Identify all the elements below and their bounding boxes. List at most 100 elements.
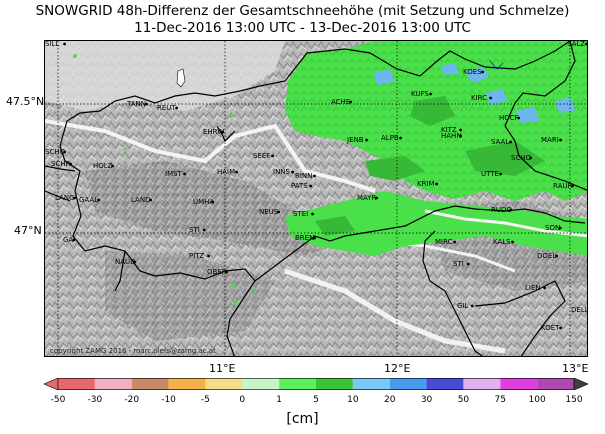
snow-difference-map: KOES KUFS KIRC HOCF ACHE ALPB JENB KITZ HAHN SAAL…	[44, 40, 588, 357]
city-dot	[489, 96, 492, 100]
colorbar-tick-label: 20	[383, 395, 396, 405]
city-label: KITZ	[441, 126, 457, 134]
city-dot	[73, 196, 76, 200]
city-dot	[313, 236, 316, 240]
city-label: MIRC	[435, 238, 453, 246]
city-dot	[69, 162, 72, 166]
city-label: KOET	[541, 324, 560, 332]
lon-label-13: 13°E	[562, 362, 589, 375]
city-dot	[470, 304, 474, 308]
colorbar-tick-label: 10	[347, 395, 359, 405]
colorbar-segment	[500, 378, 538, 390]
city-label: OBER	[207, 268, 227, 276]
city-dot	[277, 210, 280, 214]
city-label: MARI	[541, 136, 559, 144]
city-dot	[435, 182, 438, 186]
snow-increase-area-south	[285, 191, 587, 256]
city-dot	[529, 156, 532, 160]
city-label: LIEN	[525, 284, 541, 292]
city-dot	[97, 198, 100, 202]
city-label: MAYR	[357, 194, 377, 202]
city-label: PITZ	[189, 252, 205, 260]
city-dot	[365, 138, 368, 142]
city-dot	[585, 42, 587, 46]
colorbar-unit: [cm]	[286, 411, 319, 427]
colorbar-segment	[426, 378, 464, 390]
lat-label-47: 47°N	[14, 224, 42, 237]
city-label: KOES	[463, 68, 482, 76]
city-label: HOCF	[499, 114, 519, 122]
colorbar-extend-low	[44, 378, 59, 390]
city-dot	[543, 286, 546, 290]
colorbar-tick-label: -5	[200, 395, 210, 405]
city-dot	[145, 102, 148, 106]
colorbar-tick-label: 0	[239, 395, 246, 405]
city-label: SON	[545, 224, 560, 232]
city-label: SAAL	[491, 138, 509, 146]
borders	[45, 41, 587, 356]
city-label: SCHR	[51, 160, 71, 168]
city-label: GIL	[457, 302, 468, 310]
colorbar-tick-label: 1	[276, 395, 282, 405]
city-label: SEEF	[253, 152, 270, 160]
city-dot	[481, 70, 484, 74]
colorbar-segment	[463, 378, 501, 390]
colorbar-tick-label: -30	[87, 395, 103, 405]
city-label: TANN	[126, 100, 146, 108]
lat-label-47-5: 47.5°N	[6, 95, 45, 108]
lon-label-12: 12°E	[384, 362, 411, 375]
map-title: SNOWGRID 48h-Differenz der Gesamtschneeh…	[35, 3, 570, 19]
city-dot	[175, 106, 179, 110]
city-dot	[225, 270, 229, 274]
city-label: DOEL	[537, 252, 556, 260]
colorbar-segment	[279, 378, 316, 390]
city-dot	[311, 212, 314, 216]
city-dot	[375, 196, 378, 200]
city-label: HAHN	[441, 132, 462, 140]
city-dot	[211, 200, 215, 204]
colorbar-segment	[316, 378, 353, 390]
city-dot	[517, 116, 520, 120]
colorbar-extend-high	[573, 378, 588, 390]
city-dot	[63, 150, 66, 154]
city-dot	[207, 254, 211, 258]
city-label: BREN	[295, 234, 314, 242]
city-label: KRIM	[417, 180, 435, 188]
colorbar-segment	[131, 378, 169, 390]
city-dot	[558, 226, 562, 230]
colorbar-tick-label: -10	[161, 395, 176, 405]
city-dot	[63, 42, 66, 46]
city-label: HAIM	[217, 168, 235, 176]
city-label: SALZ	[567, 41, 585, 48]
city-label: LAND	[131, 196, 150, 204]
colorbar-tick-label: 100	[528, 395, 546, 405]
city-dot	[133, 260, 136, 264]
city-label: STI	[453, 260, 464, 268]
colorbar	[44, 378, 588, 390]
colorbar-segment	[94, 378, 132, 390]
colorbar-tick-label: 150	[565, 395, 583, 405]
city-dot	[399, 136, 402, 140]
city-dot	[555, 254, 558, 258]
city-label: SCHO	[45, 148, 66, 156]
colorbar-segment	[352, 378, 390, 390]
city-dot	[559, 138, 562, 142]
map-subtitle: 11-Dec-2016 13:00 UTC - 13-Dec-2016 13:0…	[134, 20, 471, 36]
city-dot	[459, 134, 462, 138]
city-label: UMHA	[193, 198, 214, 206]
city-dot	[509, 140, 512, 144]
city-dot	[559, 326, 562, 330]
city-label: ALPB	[381, 134, 399, 142]
city-label: STI	[189, 226, 200, 234]
city-dot	[221, 130, 225, 134]
city-label: REUT	[157, 104, 176, 112]
city-dot	[509, 208, 512, 212]
colorbar-tick-label: 30	[420, 395, 433, 405]
city-label: ACHE	[331, 98, 350, 106]
city-label: NAUD	[115, 258, 136, 266]
city-dot	[499, 172, 502, 176]
city-dot	[183, 172, 187, 176]
city-dot	[291, 170, 294, 174]
city-label: NEUS	[259, 208, 279, 216]
